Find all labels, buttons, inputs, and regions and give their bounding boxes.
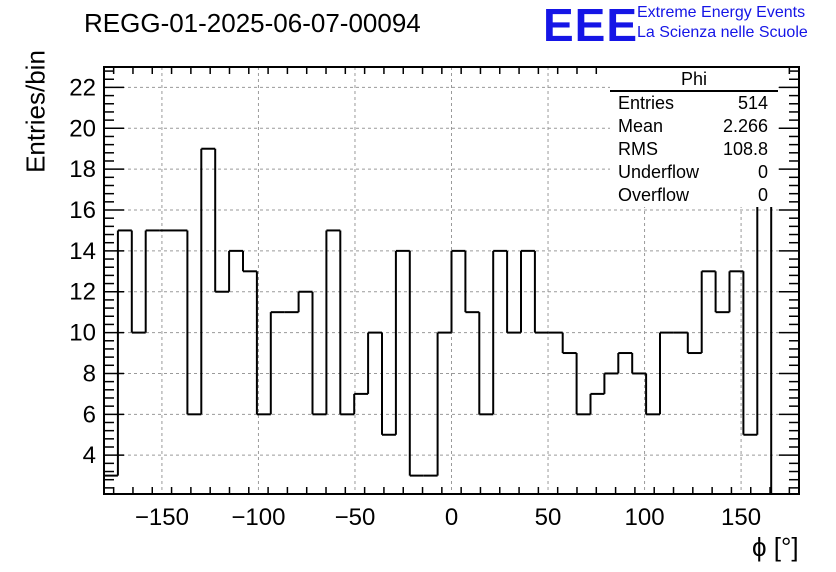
eee-tagline-line1: Extreme Energy Events bbox=[637, 4, 806, 21]
y-tick-label: 22 bbox=[69, 74, 96, 101]
stats-label: Mean bbox=[618, 116, 664, 136]
axis-ticks bbox=[104, 67, 799, 494]
y-tick-label: 6 bbox=[83, 401, 96, 428]
x-tick-label: −100 bbox=[231, 504, 285, 531]
eee-tagline-line2: La Scienza nelle Scuole bbox=[637, 24, 808, 41]
stats-label: Entries bbox=[618, 93, 675, 113]
plot-frame bbox=[103, 66, 800, 495]
x-tick-label: −150 bbox=[135, 504, 189, 531]
y-tick-label: 16 bbox=[69, 197, 96, 224]
y-tick-label: 8 bbox=[83, 360, 96, 387]
stats-label: RMS bbox=[618, 139, 658, 159]
eee-tagline: Extreme Energy Events La Scienza nelle S… bbox=[637, 3, 808, 43]
y-tick-label: 12 bbox=[69, 279, 96, 306]
stats-label: Underflow bbox=[618, 162, 700, 182]
x-tick-label: 100 bbox=[625, 504, 665, 531]
tick-labels: −150 −100 −50 0 50 100 150 4 6 8 10 12 14 16 18 20 22 bbox=[69, 74, 761, 531]
y-tick-label: 4 bbox=[83, 442, 96, 469]
y-tick-label: 20 bbox=[69, 115, 96, 142]
x-tick-label: −50 bbox=[335, 504, 376, 531]
x-axis-label: ϕ [°] bbox=[752, 532, 799, 562]
x-tick-label: 150 bbox=[721, 504, 761, 531]
stats-value: 2.266 bbox=[722, 116, 768, 136]
x-tick-label: 0 bbox=[445, 504, 458, 531]
histogram-series bbox=[104, 86, 799, 495]
stats-row-rms: RMS 108.8 bbox=[610, 138, 778, 161]
y-tick-label: 10 bbox=[69, 320, 96, 347]
stats-row-underflow: Underflow 0 bbox=[610, 161, 778, 184]
stats-row-overflow: Overflow 0 bbox=[610, 184, 778, 207]
y-tick-label: 18 bbox=[69, 156, 96, 183]
stats-value: 108.8 bbox=[722, 139, 768, 159]
y-axis-label: Entries/bin bbox=[20, 50, 51, 173]
stats-row-entries: Entries 514 bbox=[610, 92, 778, 115]
stats-value: 514 bbox=[737, 93, 768, 113]
y-tick-label: 14 bbox=[69, 238, 96, 265]
stats-title: Phi bbox=[610, 68, 778, 92]
chart-title: REGG-01-2025-06-07-00094 bbox=[84, 8, 421, 38]
stats-row-mean: Mean 2.266 bbox=[610, 115, 778, 138]
stats-value: 0 bbox=[757, 185, 768, 205]
stats-label: Overflow bbox=[618, 185, 690, 205]
eee-logo: EEE bbox=[543, 0, 639, 51]
x-tick-label: 50 bbox=[535, 504, 562, 531]
stats-box: Phi Entries 514 Mean 2.266 RMS 108.8 Underf… bbox=[610, 68, 778, 207]
stats-value: 0 bbox=[757, 162, 768, 182]
